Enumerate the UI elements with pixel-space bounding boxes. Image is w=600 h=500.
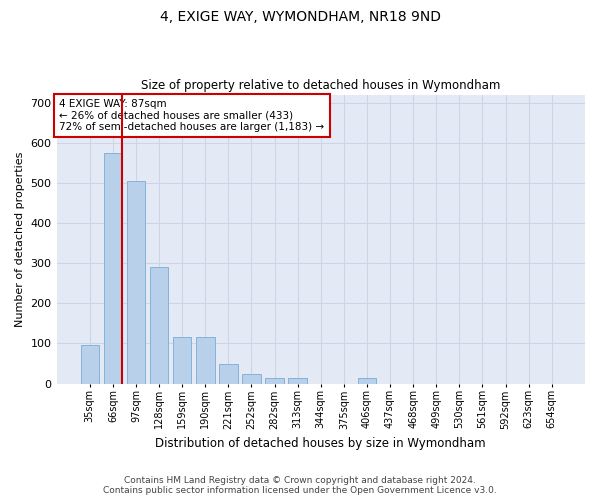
Bar [196, 338, 215, 384]
Bar [127, 181, 145, 384]
Bar [173, 338, 191, 384]
Bar [265, 378, 284, 384]
X-axis label: Distribution of detached houses by size in Wymondham: Distribution of detached houses by size … [155, 437, 486, 450]
Title: Size of property relative to detached houses in Wymondham: Size of property relative to detached ho… [141, 79, 500, 92]
Bar [80, 346, 99, 384]
Text: 4, EXIGE WAY, WYMONDHAM, NR18 9ND: 4, EXIGE WAY, WYMONDHAM, NR18 9ND [160, 10, 440, 24]
Text: 4 EXIGE WAY: 87sqm
← 26% of detached houses are smaller (433)
72% of semi-detach: 4 EXIGE WAY: 87sqm ← 26% of detached hou… [59, 99, 325, 132]
Bar [289, 378, 307, 384]
Bar [242, 374, 261, 384]
Bar [219, 364, 238, 384]
Y-axis label: Number of detached properties: Number of detached properties [15, 152, 25, 327]
Bar [150, 267, 169, 384]
Bar [358, 378, 376, 384]
Text: Contains HM Land Registry data © Crown copyright and database right 2024.
Contai: Contains HM Land Registry data © Crown c… [103, 476, 497, 495]
Bar [104, 153, 122, 384]
